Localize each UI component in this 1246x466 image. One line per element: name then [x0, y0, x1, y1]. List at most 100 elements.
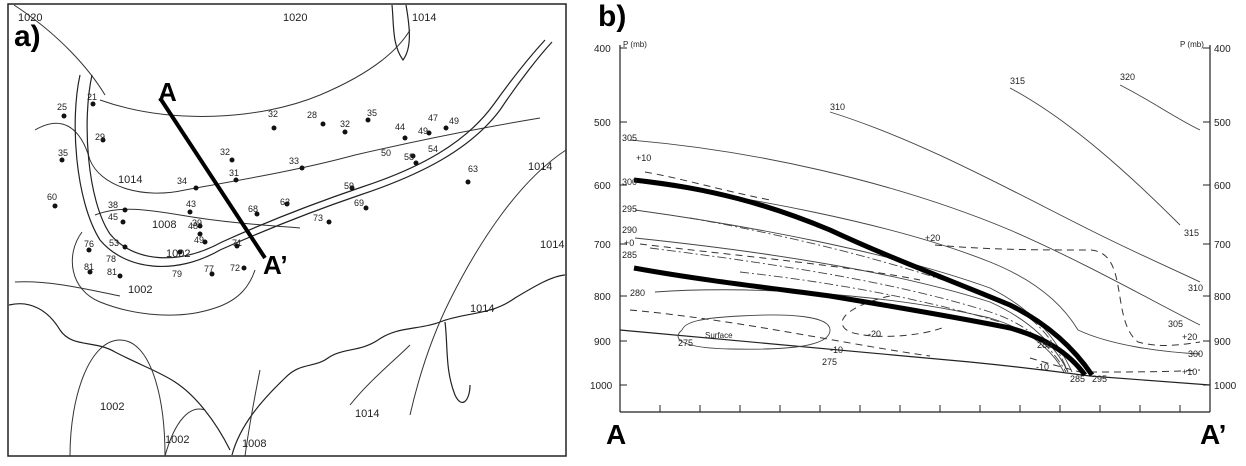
pressure-label: 1000 — [590, 381, 613, 392]
theta-label: 300 — [622, 177, 637, 187]
theta-label: 310 — [1188, 283, 1203, 293]
isobar-1008 — [94, 208, 301, 229]
station-label: 45 — [108, 212, 118, 222]
isentrope-315 — [1009, 87, 1181, 226]
station-label: 79 — [172, 269, 182, 279]
station-label: 35 — [367, 108, 377, 118]
theta-label: 295 — [622, 204, 637, 214]
station-label: 25 — [57, 102, 67, 112]
isobar-1008-south — [244, 369, 261, 457]
station-markers — [52, 101, 471, 279]
station-label: 43 — [186, 199, 196, 209]
front-line-outer — [74, 41, 553, 268]
isobar-label: 1014 — [540, 239, 564, 251]
surface-label: Surface — [705, 331, 733, 340]
front-line-inner — [86, 39, 546, 259]
section-start-label-b: A — [606, 419, 626, 450]
isentrope-310 — [829, 111, 1201, 283]
coastline-northeast — [391, 4, 410, 62]
theta-label: 275 — [678, 338, 693, 348]
coastline-south — [231, 274, 566, 456]
pressure-label: 800 — [594, 292, 611, 303]
theta-label: 280 — [630, 288, 645, 298]
isobar-label: 1002 — [165, 434, 189, 446]
station-label: 81 — [107, 267, 117, 277]
station-label: 49 — [194, 235, 204, 245]
axis-ticks — [620, 47, 1210, 412]
station-label: 29 — [95, 132, 105, 142]
theta-label: 290 — [622, 225, 637, 235]
isobar-label: 1020 — [18, 12, 42, 24]
station-label: 35 — [58, 148, 68, 158]
station-label: 32 — [340, 119, 350, 129]
theta-label: 285 — [622, 250, 637, 260]
map-frame — [7, 3, 567, 457]
pressure-label: 600 — [594, 181, 611, 192]
panel-a-label: a) — [14, 20, 41, 53]
panel-b-cross-section: 400 500 600 700 800 900 1000 400 500 600… — [590, 0, 1246, 466]
station-label: 32 — [268, 109, 278, 119]
theta-label: 285 — [1070, 374, 1085, 384]
isobar-1014-east — [409, 149, 567, 416]
isobar-1002-dome-b — [164, 408, 206, 457]
station-label: 47 — [428, 113, 438, 123]
surface-contour — [677, 314, 831, 350]
station-label: 76 — [84, 239, 94, 249]
station-label: 63 — [468, 164, 478, 174]
theta-label: 315 — [1184, 228, 1199, 238]
section-start-label: A — [158, 77, 177, 107]
isobar-label: 1020 — [283, 12, 307, 24]
temp-label: +20 — [1182, 332, 1197, 342]
station-label: 63 — [280, 197, 290, 207]
station-label: 54 — [428, 144, 438, 154]
theta-label: 275 — [822, 357, 837, 367]
station-label: 68 — [248, 204, 258, 214]
section-end-label-b: A’ — [1200, 419, 1226, 450]
station-label: 60 — [47, 192, 57, 202]
station-label: 71 — [232, 238, 242, 248]
station-label: 48 — [188, 221, 198, 231]
isobar-label: 1008 — [152, 219, 176, 231]
theta-label: 305 — [1168, 319, 1183, 329]
station-label: 49 — [418, 126, 428, 136]
temp-label: -10 — [830, 345, 843, 355]
station-label: 81 — [84, 262, 94, 272]
isobar-label: 1002 — [128, 284, 152, 296]
pressure-label-right: 900 — [1214, 337, 1231, 348]
isotherm-plus0 — [639, 243, 921, 281]
temp-label: +20 — [925, 233, 940, 243]
isentrope-300 — [634, 181, 1201, 355]
isobar-label: 1002 — [166, 248, 190, 260]
temp-label: +10 — [1182, 367, 1197, 377]
station-label: 49 — [449, 116, 459, 126]
dashdot-line-3 — [739, 271, 1001, 323]
isobar-1020-west — [13, 4, 106, 96]
pressure-label-right: 700 — [1214, 240, 1231, 251]
pressure-label-right: 600 — [1214, 181, 1231, 192]
pressure-label-right: 400 — [1214, 44, 1231, 55]
isentrope-305 — [629, 139, 1201, 326]
pressure-label: 700 — [594, 240, 611, 251]
station-label: 33 — [289, 156, 299, 166]
theta-label: 280 — [1037, 340, 1052, 350]
station-label: 31 — [229, 168, 239, 178]
section-end-label: A’ — [263, 250, 288, 280]
isobar-label: 1008 — [242, 438, 266, 450]
theta-label: 320 — [1120, 72, 1135, 82]
pressure-label: 500 — [594, 118, 611, 129]
isotherm-plus20 — [934, 244, 1201, 346]
station-label: 59 — [344, 181, 354, 191]
panel-b-label: b) — [598, 0, 626, 33]
coastline-peninsula — [444, 321, 471, 403]
isobar-label: 1014 — [355, 408, 379, 420]
cross-section-svg: 400 500 600 700 800 900 1000 400 500 600… — [590, 0, 1237, 450]
station-label: 38 — [108, 200, 118, 210]
station-label: 77 — [204, 264, 214, 274]
station-label: 78 — [106, 254, 116, 264]
coastline-west — [8, 303, 231, 451]
station-label: 69 — [354, 198, 364, 208]
isobar-1002-ring — [71, 231, 256, 316]
isobar-1002-southwest — [14, 281, 121, 297]
isobar-label: 1014 — [528, 161, 552, 173]
axis-title-right: P (mb) — [1180, 40, 1204, 49]
